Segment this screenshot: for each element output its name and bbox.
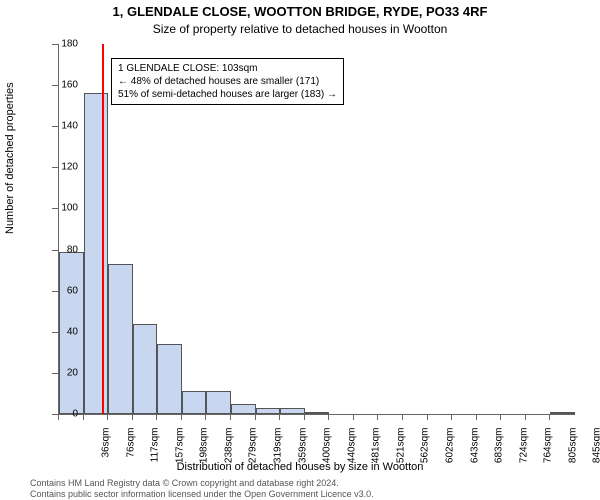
y-tick-label: 120 [61,162,78,173]
y-tick-label: 140 [61,121,78,132]
property-marker-line [102,44,104,414]
histogram-bar [206,391,231,414]
footer-copyright: Contains HM Land Registry data © Crown c… [30,478,339,488]
y-tick [52,126,58,127]
x-tick [451,414,452,420]
x-tick [427,414,428,420]
annotation-line: 51% of semi-detached houses are larger (… [118,88,337,101]
x-tick [255,414,256,420]
x-tick [58,414,59,420]
y-tick-label: 40 [67,326,78,337]
annotation-line: ← 48% of detached houses are smaller (17… [118,75,337,88]
x-tick [377,414,378,420]
x-tick [549,414,550,420]
y-tick-label: 100 [61,203,78,214]
histogram-bar [231,404,256,414]
x-tick [230,414,231,420]
histogram-bar [550,412,575,414]
x-axis-title: Distribution of detached houses by size … [0,461,600,473]
x-tick [476,414,477,420]
chart-title-sub: Size of property relative to detached ho… [0,22,600,36]
chart-title-main: 1, GLENDALE CLOSE, WOOTTON BRIDGE, RYDE,… [0,4,600,19]
annotation-box: 1 GLENDALE CLOSE: 103sqm← 48% of detache… [111,58,344,105]
x-tick [181,414,182,420]
y-axis-title: Number of detached properties [4,82,16,234]
y-tick [52,373,58,374]
histogram-bar [84,93,109,414]
histogram-bar [133,324,158,414]
x-tick [500,414,501,420]
x-tick [328,414,329,420]
x-tick [83,414,84,420]
x-tick [304,414,305,420]
x-tick [353,414,354,420]
y-tick-label: 20 [67,367,78,378]
x-tick [156,414,157,420]
x-tick [107,414,108,420]
y-tick [52,208,58,209]
footer-licence: Contains public sector information licen… [30,489,374,499]
y-tick [52,85,58,86]
histogram-bar [305,412,330,414]
y-tick-label: 60 [67,285,78,296]
histogram-bar [108,264,133,414]
x-tick [279,414,280,420]
y-tick-label: 0 [72,409,78,420]
histogram-bar [182,391,207,414]
x-tick [402,414,403,420]
y-tick [52,332,58,333]
x-tick [132,414,133,420]
plot-area: 1 GLENDALE CLOSE: 103sqm← 48% of detache… [58,44,575,415]
y-tick-label: 160 [61,80,78,91]
y-tick [52,250,58,251]
y-tick-label: 80 [67,244,78,255]
y-tick [52,44,58,45]
histogram-bar [157,344,182,414]
histogram-bar [280,408,305,414]
y-tick-label: 180 [61,39,78,50]
histogram-bar [256,408,281,414]
y-tick [52,291,58,292]
y-tick [52,167,58,168]
x-tick [205,414,206,420]
annotation-line: 1 GLENDALE CLOSE: 103sqm [118,62,337,75]
x-tick [525,414,526,420]
